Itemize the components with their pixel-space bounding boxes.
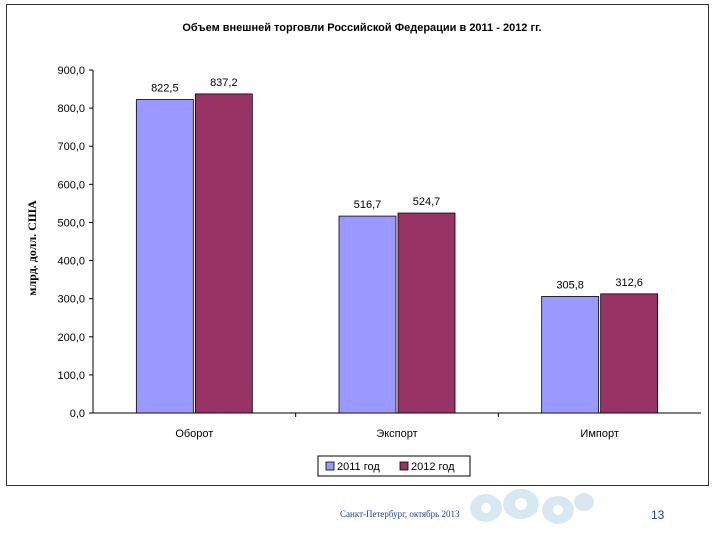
page-number: 13 bbox=[651, 508, 665, 522]
category-label: Экспорт bbox=[376, 428, 417, 440]
data-label: 524,7 bbox=[413, 196, 441, 208]
y-axis-label: млрд. долл. США bbox=[25, 200, 39, 296]
data-label: 822,5 bbox=[151, 83, 179, 95]
data-label: 516,7 bbox=[354, 199, 382, 211]
plot-area: 0,0 100,0 200,0 300,0 400,0 500,0 600,0 700,0 80… bbox=[57, 65, 701, 440]
bar-series-2 bbox=[600, 293, 659, 414]
data-label: 312,6 bbox=[615, 277, 643, 289]
chart-title: Объем внешней торговли Российской Федера… bbox=[182, 22, 541, 34]
chart-frame: Объем внешней торговли Российской Федера… bbox=[6, 4, 709, 486]
category-label: Оборот bbox=[175, 428, 213, 440]
bar-series-2 bbox=[397, 212, 456, 414]
y-tick-label: 300,0 bbox=[57, 294, 85, 306]
y-tick-label: 700,0 bbox=[57, 141, 85, 153]
y-tick-label: 400,0 bbox=[57, 256, 85, 268]
y-tick-label: 200,0 bbox=[57, 332, 85, 344]
y-tick-label: 0,0 bbox=[70, 408, 85, 420]
legend-swatch bbox=[325, 461, 335, 471]
data-label: 305,8 bbox=[556, 279, 584, 291]
bar-series-1 bbox=[135, 99, 194, 414]
y-tick-label: 900,0 bbox=[57, 65, 85, 77]
y-tick-label: 500,0 bbox=[57, 217, 85, 229]
y-tick-label: 600,0 bbox=[57, 179, 85, 191]
legend-entry: 2011 год bbox=[337, 461, 380, 473]
legend-entry: 2012 год bbox=[411, 461, 455, 473]
bar-series-2 bbox=[194, 93, 253, 414]
snowflake-ornament-icon bbox=[470, 489, 594, 524]
y-tick-label: 800,0 bbox=[57, 103, 85, 115]
y-tick-label: 100,0 bbox=[57, 370, 85, 382]
bar-series-1 bbox=[338, 215, 397, 414]
legend-swatch bbox=[399, 461, 409, 471]
chart-svg: Объем внешней торговли Российской Федера… bbox=[25, 22, 701, 477]
data-label: 837,2 bbox=[210, 77, 238, 89]
category-label: Импорт bbox=[580, 428, 618, 440]
bar-series-1 bbox=[541, 296, 600, 414]
legend: 2011 год 2012 год bbox=[317, 455, 471, 477]
footer-text: Санкт-Петербург, октябрь 2013 bbox=[340, 509, 460, 519]
legend-box bbox=[317, 455, 471, 477]
